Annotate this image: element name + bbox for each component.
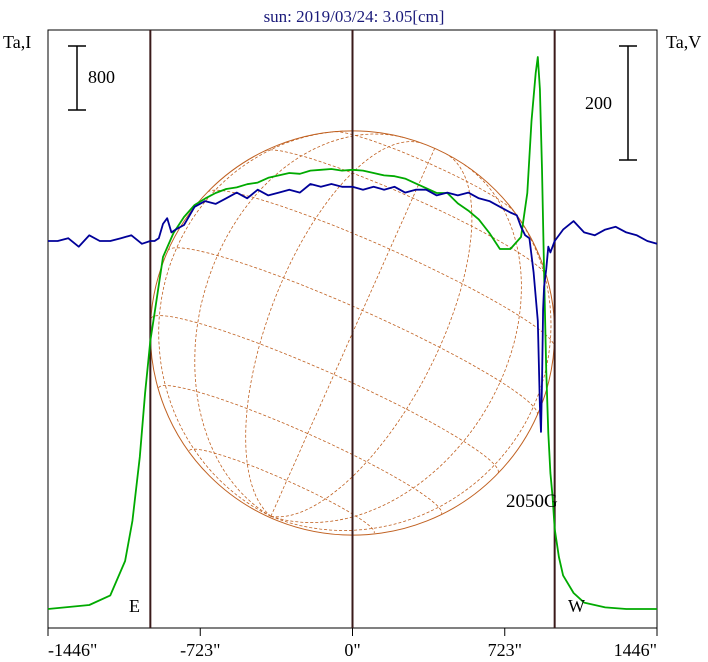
disk-grid-line [270, 202, 552, 531]
disk-grid-line [270, 148, 436, 517]
series-intensity-line [47, 56, 657, 610]
active-region-label: 2050G [506, 491, 558, 512]
left-axis-label: Ta,I [3, 32, 31, 52]
disk-grid-line [270, 153, 473, 518]
x-tick-label: 0" [344, 640, 360, 660]
series-layer [47, 56, 658, 610]
x-tick-label: -1446" [48, 640, 97, 660]
disk-grid-line [189, 448, 375, 533]
x-axis: -1446" -723" 0" 723" 1446" [47, 628, 658, 660]
disk-grid-line [158, 385, 443, 514]
disk-grid-line [150, 315, 499, 474]
x-tick-label: -723" [180, 640, 220, 660]
x-tick-label: 723" [488, 640, 522, 660]
right-axis-label: Ta,V [666, 32, 701, 52]
west-limb-label: W [568, 596, 585, 616]
left-scale-value: 800 [88, 67, 115, 87]
left-scale-bar [68, 45, 86, 111]
disk-grid-line [194, 133, 405, 517]
disk-grid-line [264, 149, 547, 277]
x-tick-label: 1446" [614, 640, 657, 660]
disk-grid-line [245, 141, 423, 517]
disk-grid-line [158, 130, 346, 517]
chart-title: sun: 2019/03/24: 3.05[cm] [264, 7, 445, 26]
right-scale-value: 200 [585, 93, 612, 113]
east-limb-label: E [129, 596, 140, 616]
disk-grid-line [270, 163, 522, 524]
series-polarization-line [48, 183, 658, 433]
limb-and-center-markers [149, 30, 556, 628]
right-scale-bar [619, 45, 637, 161]
